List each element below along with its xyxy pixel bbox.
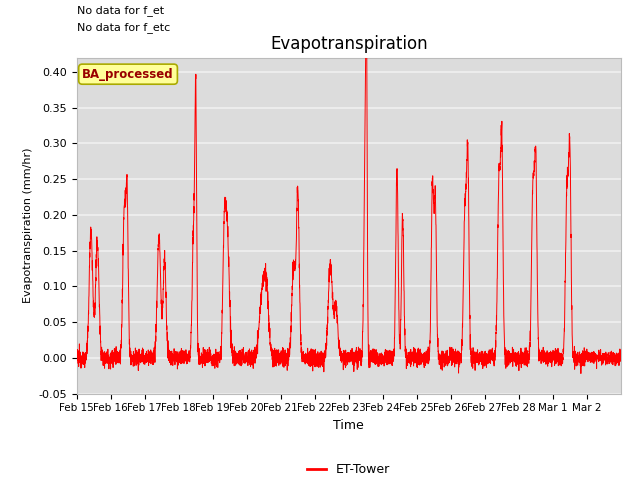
Y-axis label: Evapotranspiration (mm/hr): Evapotranspiration (mm/hr) bbox=[23, 148, 33, 303]
Text: BA_processed: BA_processed bbox=[82, 68, 174, 81]
Legend: ET-Tower: ET-Tower bbox=[302, 458, 396, 480]
Text: No data for f_et: No data for f_et bbox=[77, 5, 164, 16]
Text: No data for f_etc: No data for f_etc bbox=[77, 22, 170, 33]
Title: Evapotranspiration: Evapotranspiration bbox=[270, 35, 428, 53]
X-axis label: Time: Time bbox=[333, 419, 364, 432]
